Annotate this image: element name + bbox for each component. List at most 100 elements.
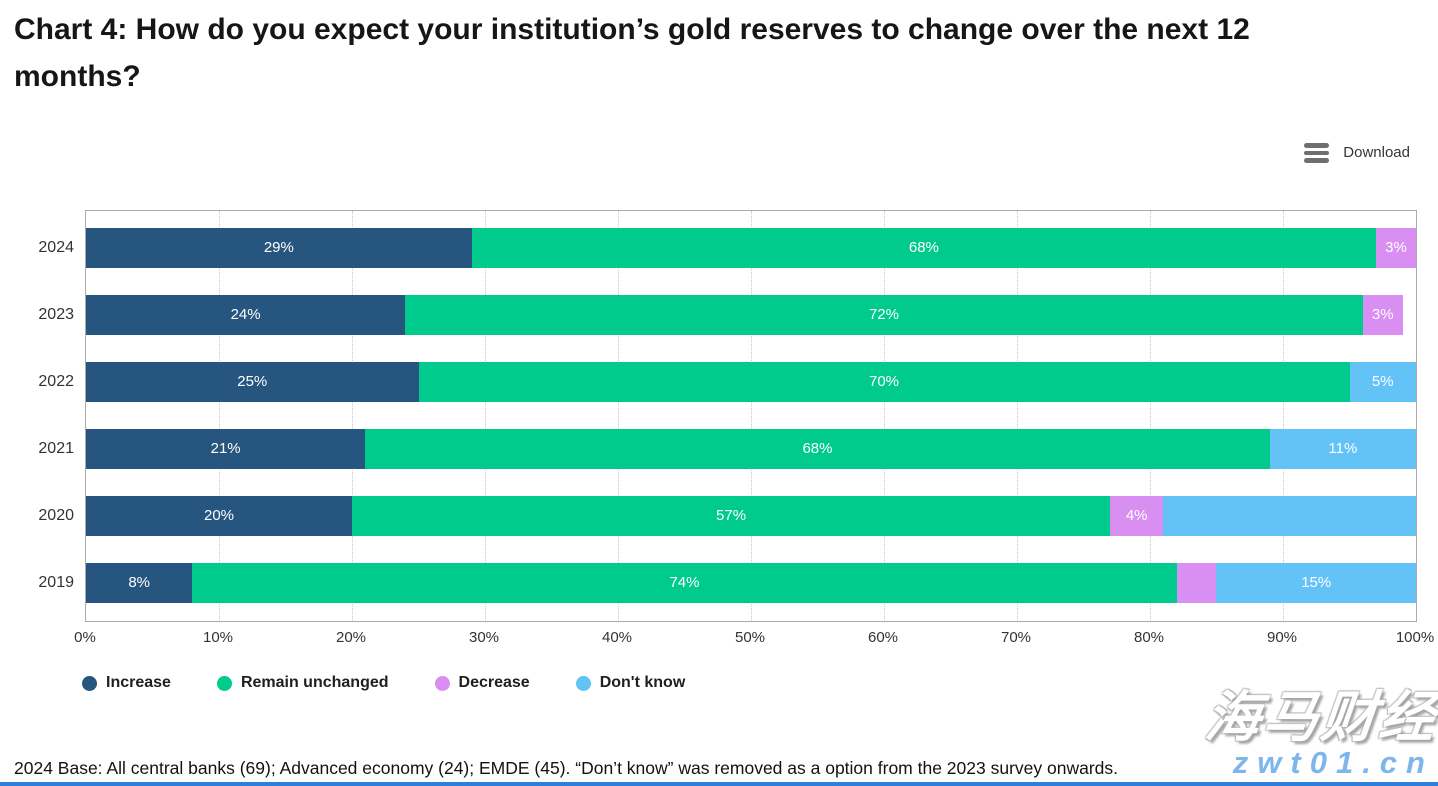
gridline — [1283, 211, 1284, 621]
legend-marker-icon — [575, 675, 591, 691]
bar-segment[interactable]: 70% — [418, 361, 1350, 402]
gridline — [618, 211, 619, 621]
legend-marker-icon — [216, 675, 232, 691]
y-axis-label: 2019 — [38, 573, 74, 591]
bar-segment[interactable] — [1176, 562, 1217, 603]
footer-note: 2024 Base: All central banks (69); Advan… — [14, 758, 1119, 778]
gridline — [352, 211, 353, 621]
y-axis-label: 2024 — [38, 238, 74, 256]
gridline — [219, 211, 220, 621]
x-axis-tick-label: 40% — [601, 629, 633, 646]
bottom-accent-bar — [0, 782, 1438, 786]
x-axis-tick-label: 60% — [867, 629, 899, 646]
bar-segment[interactable]: 29% — [86, 227, 472, 268]
bar-segment-label: 68% — [802, 440, 833, 457]
bar-segment[interactable]: 8% — [86, 562, 193, 603]
stacked-bar: 20% 57% 4% — [86, 495, 1416, 536]
gridline — [485, 211, 486, 621]
y-axis-label: 2023 — [38, 305, 74, 323]
bar-segment[interactable]: 68% — [471, 227, 1377, 268]
bar-segment[interactable]: 57% — [352, 495, 1111, 536]
legend-label: Increase — [106, 674, 171, 691]
bar-segment[interactable] — [1163, 495, 1416, 536]
bar-segment[interactable]: 21% — [86, 428, 366, 469]
bar-segment[interactable]: 3% — [1362, 294, 1403, 335]
bar-segment-label: 70% — [868, 373, 900, 390]
legend: Increase Remain unchanged Decrease Don't kn… — [82, 674, 685, 692]
y-axis-label: 2021 — [38, 439, 74, 457]
legend-item[interactable]: Remain unchanged — [216, 674, 389, 692]
watermark-cn: 海马财经 — [1202, 686, 1438, 748]
download-label: Download — [1343, 144, 1410, 162]
x-axis-tick-label: 80% — [1133, 629, 1165, 646]
bar-segment-label: 74% — [669, 574, 700, 591]
x-axis-tick-label: 20% — [335, 629, 367, 646]
y-axis-label: 2020 — [38, 506, 74, 524]
stacked-bar: 8% 74% 15% — [86, 562, 1416, 603]
bar-segment-label: 72% — [868, 306, 899, 323]
watermark-url: zwt01.cn — [1232, 745, 1434, 780]
bar-segment[interactable]: 5% — [1349, 361, 1416, 402]
x-axis-tick-label: 70% — [1000, 629, 1032, 646]
stacked-bar: 29% 68% 3% — [86, 227, 1416, 268]
x-axis-tick-label: 0% — [74, 629, 96, 646]
bar-segment-label: 11% — [1328, 440, 1358, 457]
hamburger-menu-icon — [1304, 143, 1330, 163]
bar-segment[interactable]: 20% — [86, 495, 352, 536]
bar-segment-label: 68% — [908, 239, 939, 256]
y-axis-label: 2022 — [38, 372, 74, 390]
bar-segment[interactable]: 74% — [192, 562, 1177, 603]
bar-segment-label: 24% — [230, 306, 261, 323]
x-axis-tick-label: 30% — [468, 629, 500, 646]
chart-row: 20% 57% 4% — [86, 482, 1416, 549]
bar-segment[interactable]: 4% — [1110, 495, 1164, 536]
bar-segment-label: 3% — [1385, 239, 1407, 256]
bar-segment[interactable]: 72% — [405, 294, 1363, 335]
x-axis-tick-label: 50% — [734, 629, 766, 646]
bar-rows: 29% 68% 3% 24% 72% 3% 25% 70% 5% 21% 68% 11% 20% 57% 4… — [86, 211, 1416, 616]
legend-marker-icon — [82, 675, 97, 691]
bar-segment-label: 29% — [263, 239, 294, 256]
bar-segment[interactable]: 3% — [1376, 227, 1416, 268]
legend-label: Decrease — [458, 674, 530, 691]
bar-segment-label: 3% — [1371, 306, 1394, 323]
stacked-bar: 21% 68% 11% — [86, 428, 1416, 469]
x-axis-tick-label: 10% — [202, 629, 234, 646]
legend-item[interactable]: Increase — [82, 674, 171, 692]
stacked-bar: 25% 70% 5% — [86, 361, 1416, 402]
chart-row: 29% 68% 3% — [86, 214, 1416, 281]
y-axis-labels: 2024 2023 2022 2021 2020 2019 — [0, 210, 85, 622]
x-axis-tick-label: 100% — [1395, 629, 1435, 646]
bar-segment[interactable]: 15% — [1216, 562, 1416, 603]
download-button[interactable]: Download — [1304, 143, 1410, 163]
legend-item[interactable]: Decrease — [434, 674, 530, 692]
bar-segment[interactable]: 25% — [86, 361, 419, 402]
bar-segment-label: 4% — [1125, 507, 1148, 524]
x-axis: 0% 10% 20% 30% 40% 50% 60% 70% 80% 90% 100% — [74, 629, 1434, 653]
chart-row: 24% 72% 3% — [86, 281, 1416, 348]
bar-segment-label: 21% — [210, 440, 241, 457]
chart-container: 2024 2023 2022 2021 2020 2019 29% 68% 3% 24% 72% 3… — [0, 210, 1417, 622]
legend-item[interactable]: Don't know — [575, 674, 686, 692]
plot-area: 29% 68% 3% 24% 72% 3% 25% 70% 5% 21% 68% 11% 20% 57% 4… — [85, 210, 1417, 622]
bar-segment[interactable]: 68% — [365, 428, 1270, 469]
stacked-bar: 24% 72% 3% — [86, 294, 1416, 335]
bar-segment-label: 25% — [237, 373, 268, 390]
bar-segment[interactable]: 11% — [1269, 428, 1416, 469]
bar-segment-label: 20% — [203, 507, 235, 524]
gridline — [1017, 211, 1018, 621]
gridline — [884, 211, 885, 621]
gridline — [751, 211, 752, 621]
page-title: Chart 4: How do you expect your institut… — [14, 13, 1250, 93]
chart-row: 21% 68% 11% — [86, 415, 1416, 482]
legend-marker-icon — [434, 675, 450, 691]
bar-segment-label: 8% — [128, 574, 151, 591]
bar-segment[interactable]: 24% — [86, 294, 406, 335]
legend-label: Don't know — [599, 674, 686, 691]
x-axis-tick-label: 90% — [1266, 629, 1298, 646]
chart-row: 25% 70% 5% — [86, 348, 1416, 415]
bar-segment-label: 5% — [1371, 373, 1394, 390]
chart-row: 8% 74% 15% — [86, 549, 1416, 616]
bar-segment-label: 57% — [716, 507, 747, 524]
gridline — [1150, 211, 1151, 621]
